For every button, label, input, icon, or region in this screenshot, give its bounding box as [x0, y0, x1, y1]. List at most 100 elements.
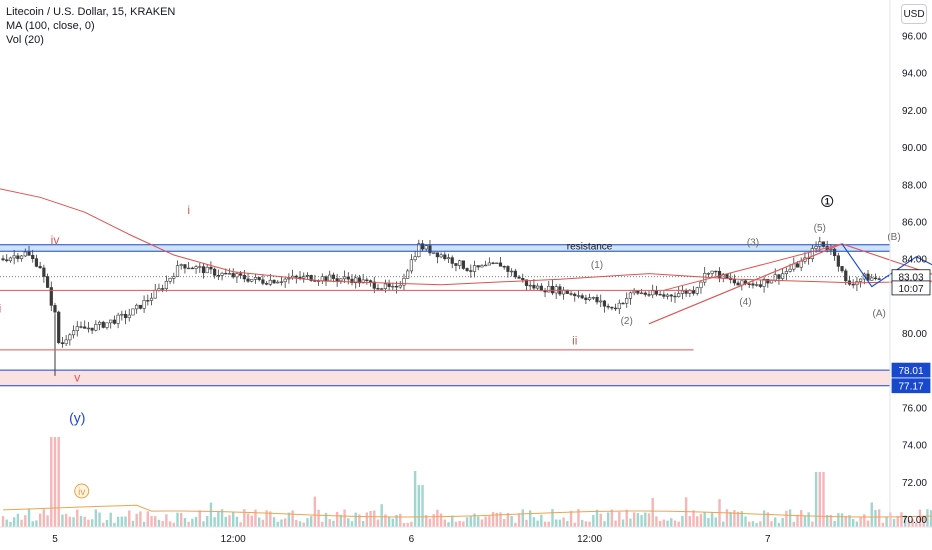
volume-bar	[399, 513, 402, 527]
candle-body	[766, 278, 770, 284]
volume-bar	[744, 516, 747, 527]
candle-body	[112, 319, 116, 324]
candle-body	[183, 264, 187, 269]
volume-bar	[339, 514, 343, 527]
volume-bar	[191, 518, 194, 527]
volume-bar	[458, 520, 461, 527]
candle-body	[71, 330, 76, 336]
candle-body	[699, 281, 703, 289]
candle-body	[49, 287, 53, 306]
candle-body	[677, 293, 681, 297]
wave-label: (3)	[747, 238, 759, 249]
price-badge	[891, 362, 931, 378]
volume-bar	[532, 517, 536, 527]
volume-bar	[517, 513, 521, 527]
volume-bar	[629, 518, 632, 527]
volume-bar	[610, 509, 614, 527]
legend-vol[interactable]: Vol (20)	[6, 34, 44, 46]
volume-bar	[848, 515, 851, 527]
volume-bar	[491, 512, 495, 527]
candle-body	[417, 243, 421, 257]
volume-bar	[803, 515, 807, 527]
legend-symbol[interactable]: Litecoin / U.S. Dollar, 15, KRAKEN	[6, 6, 176, 18]
candle-body	[161, 288, 165, 290]
candle-body	[175, 265, 180, 277]
candle-body	[639, 292, 644, 295]
candle-body	[339, 278, 343, 282]
candle-body	[324, 276, 328, 282]
candle-body	[506, 266, 510, 272]
volume-bar	[183, 517, 187, 527]
projection-red-path	[648, 243, 932, 325]
candle-body	[821, 241, 826, 247]
y-tick-label: 84.00	[902, 255, 927, 266]
volume-bar	[558, 519, 562, 527]
candle-body	[216, 275, 220, 277]
wave-label: (5)	[814, 223, 826, 234]
volume-bar	[521, 509, 524, 527]
volume-bar	[309, 516, 313, 527]
candle-body	[372, 281, 376, 289]
candle-body	[135, 304, 139, 310]
volume-bar	[510, 516, 513, 527]
candle-body	[365, 279, 369, 281]
candle-body	[53, 305, 57, 313]
volume-bar	[755, 522, 758, 527]
volume-bar	[31, 521, 34, 527]
volume-bar	[751, 521, 755, 527]
candle-body	[836, 255, 840, 267]
candle-body	[187, 267, 191, 270]
volume-bar	[488, 516, 491, 527]
volume-bar	[365, 512, 369, 527]
candle-body	[736, 282, 740, 286]
volume-bar	[50, 437, 53, 527]
candle-body	[461, 260, 465, 269]
candle-body	[220, 272, 224, 276]
candle-body	[368, 280, 373, 283]
candle-body	[532, 284, 536, 289]
candle-body	[465, 268, 469, 271]
volume-bar	[5, 519, 8, 527]
volume-bar	[503, 519, 506, 527]
volume-bar	[79, 516, 83, 527]
candle-body	[335, 278, 339, 282]
volume-bar	[863, 514, 866, 527]
candle-body	[584, 297, 588, 300]
candle-body	[27, 251, 31, 256]
candle-body	[606, 305, 610, 308]
volume-bar	[903, 515, 907, 527]
candle-body	[179, 264, 183, 266]
volume-bar	[246, 513, 250, 527]
candle-body	[38, 266, 42, 269]
volume-bar	[72, 517, 75, 527]
volume-bar	[881, 522, 885, 527]
currency-button[interactable]: USD	[901, 4, 927, 24]
volume-bar	[592, 515, 595, 527]
candle-body	[446, 257, 451, 260]
y-tick-label: 72.00	[902, 478, 927, 489]
volume-bar	[644, 512, 647, 527]
candle-body	[75, 326, 79, 332]
volume-bar	[684, 497, 688, 527]
candle-body	[309, 275, 313, 281]
candle-body	[587, 297, 592, 300]
candle-body	[799, 260, 803, 268]
volume-bar	[57, 437, 60, 527]
wave-label: v	[74, 370, 80, 384]
volume-bar	[380, 504, 383, 527]
volume-bar	[814, 472, 818, 527]
volume-bar	[27, 508, 31, 527]
volume-bar	[777, 522, 781, 527]
candle-body	[636, 290, 640, 294]
volume-bar	[774, 517, 777, 527]
candle-body	[628, 292, 633, 299]
volume-bar	[929, 510, 932, 527]
candle-body	[138, 304, 142, 309]
volume-bar	[480, 519, 484, 527]
support-zone	[0, 370, 890, 386]
volume-bar	[551, 508, 554, 527]
candle-body	[213, 268, 217, 276]
candle-body	[380, 288, 384, 290]
legend-ma[interactable]: MA (100, close, 0)	[6, 20, 95, 32]
